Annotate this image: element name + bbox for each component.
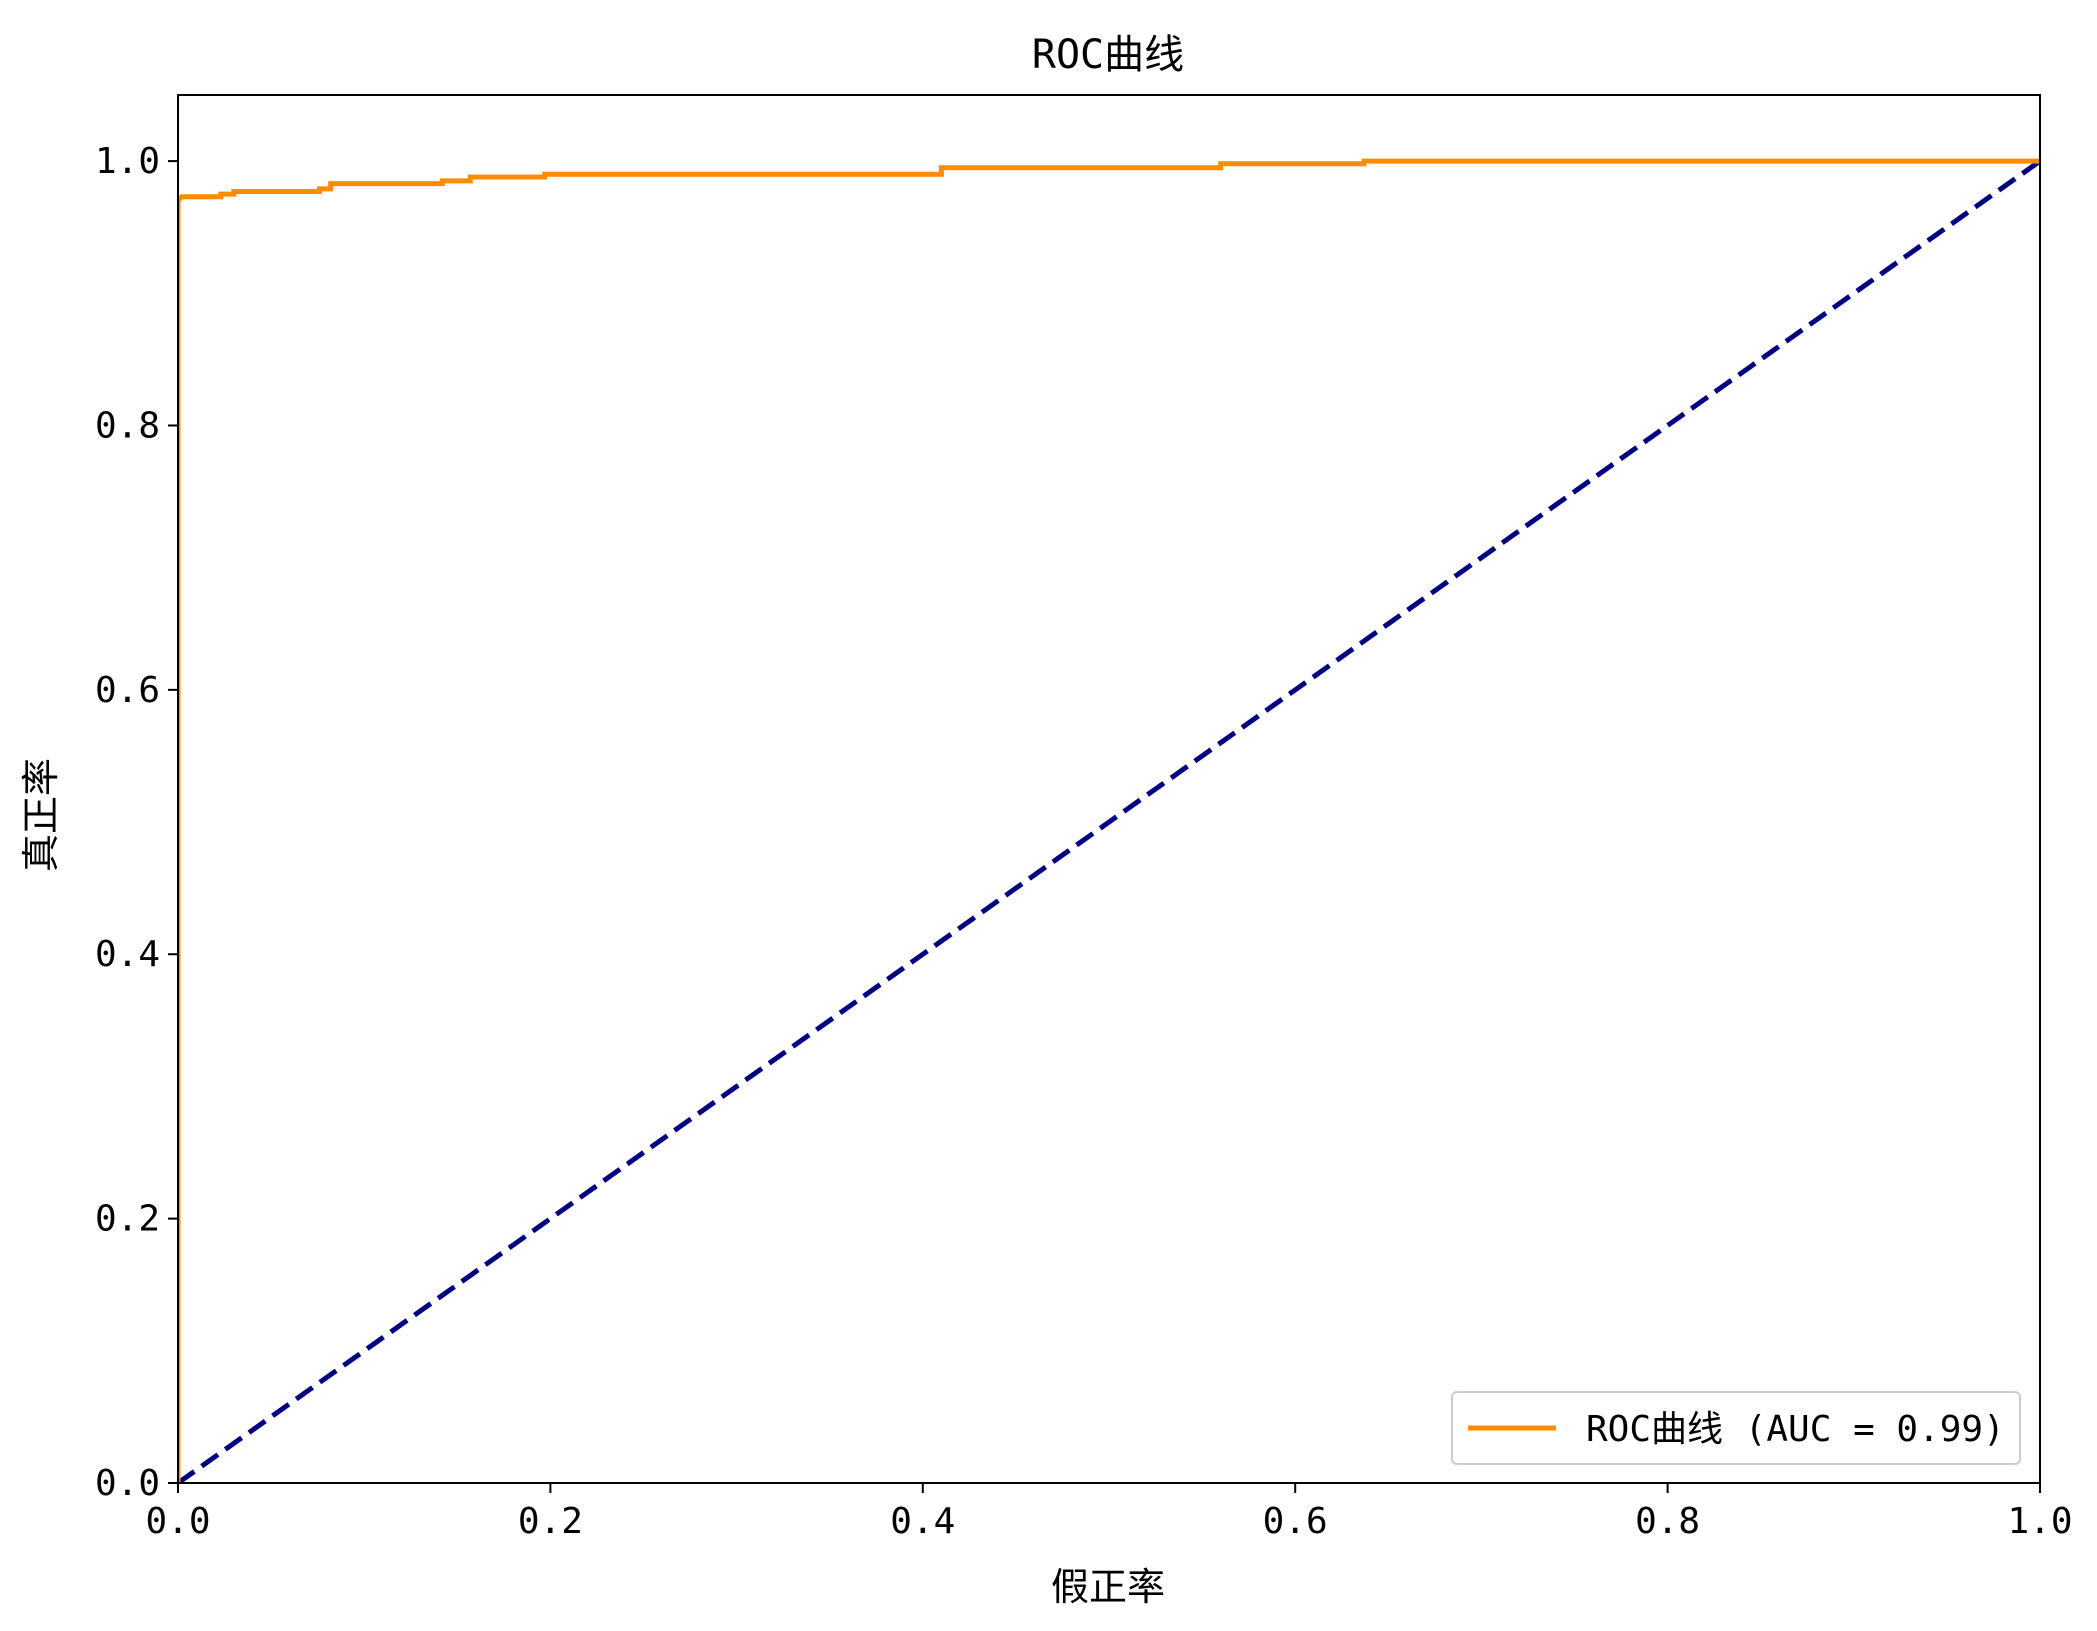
x-tick-label: 0.6	[1263, 1501, 1328, 1542]
y-tick-label: 0.4	[95, 934, 160, 975]
diagonal-reference-line	[178, 159, 2040, 1483]
y-axis-label: 真正率	[19, 758, 63, 872]
legend-box	[1451, 1391, 2021, 1465]
x-axis-label: 假正率	[1051, 1565, 1165, 1609]
plot-area	[178, 158, 2040, 1483]
x-tick-label: 0.0	[145, 1501, 210, 1542]
y-tick-label: 0.8	[95, 405, 160, 446]
x-tick-label: 0.8	[1635, 1501, 1700, 1542]
x-tick-label: 0.2	[518, 1501, 583, 1542]
legend: ROC曲线 (AUC = 0.99)	[1451, 1391, 2021, 1465]
axes: 0.0 0.2 0.4 0.6 0.8 1.0 0.0 0.2 0.4 0.6 0.8 1.0	[95, 94, 2073, 1542]
roc-curve-line	[178, 158, 2040, 1483]
y-tick-label: 1.0	[95, 141, 160, 182]
y-tick-label: 0.6	[95, 670, 160, 711]
y-tick-label: 0.2	[95, 1199, 160, 1240]
chart-title: ROC曲线	[1032, 32, 1184, 78]
y-tick-label: 0.0	[95, 1463, 160, 1504]
legend-label: ROC曲线 (AUC = 0.99)	[1586, 1409, 2005, 1450]
axes-frame	[177, 94, 2041, 1484]
x-tick-label: 0.4	[890, 1501, 955, 1542]
x-tick-label: 1.0	[2007, 1501, 2072, 1542]
